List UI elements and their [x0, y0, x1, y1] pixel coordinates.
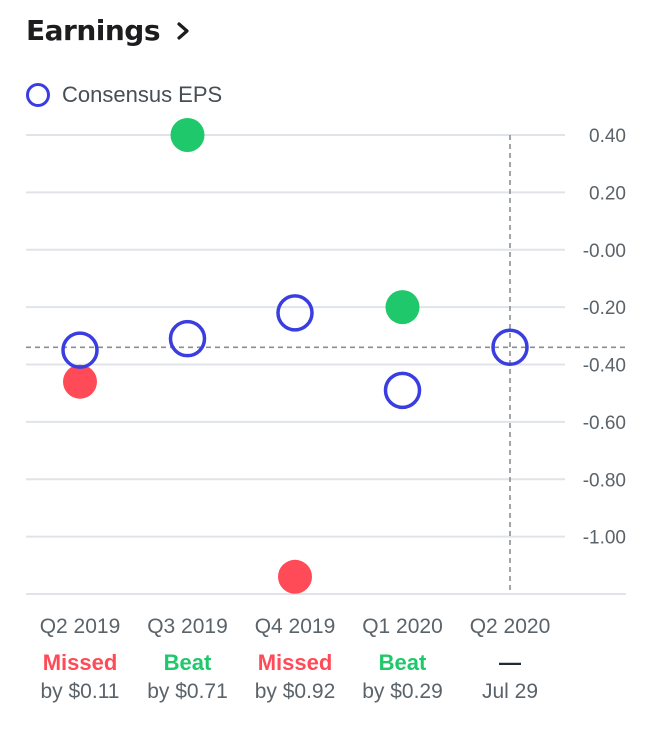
- x-category-label: Q2 2019: [40, 615, 121, 638]
- consensus-eps-point: [276, 294, 314, 332]
- result-detail: by $0.92: [255, 680, 336, 703]
- y-tick-label: -0.60: [583, 413, 626, 434]
- actual-eps-point: [170, 118, 205, 152]
- result-detail: Jul 29: [482, 680, 538, 703]
- legend-label-consensus: Consensus EPS: [62, 82, 223, 107]
- open-circle-icon: [26, 83, 50, 107]
- consensus-eps-point: [491, 328, 529, 367]
- y-tick-label: 0.20: [589, 183, 626, 204]
- consensus-eps-point: [61, 331, 99, 369]
- actual-eps-point: [63, 364, 97, 399]
- section-title: Earnings: [26, 14, 161, 47]
- y-tick-label: -0.00: [583, 241, 626, 262]
- x-category-label: Q2 2020: [470, 615, 551, 638]
- y-tick-label: -0.40: [583, 356, 626, 377]
- consensus-eps-point: [383, 371, 422, 410]
- consensus-eps-point: [168, 319, 207, 358]
- y-tick-label: -0.80: [583, 470, 626, 491]
- result-detail: by $0.71: [147, 680, 228, 703]
- x-category-label: Q1 2020: [362, 615, 443, 638]
- result-detail: by $0.29: [362, 680, 443, 703]
- y-tick-label: 0.40: [589, 126, 626, 147]
- actual-eps-point: [278, 559, 312, 594]
- result-label: Beat: [379, 650, 427, 675]
- result-detail: by $0.11: [40, 680, 119, 703]
- y-tick-label: -0.20: [583, 298, 626, 319]
- result-label: Beat: [164, 650, 212, 675]
- y-tick-label: -1.00: [583, 528, 626, 549]
- earnings-header[interactable]: Earnings: [26, 14, 194, 47]
- actual-eps-point: [385, 290, 420, 325]
- result-label: Missed: [258, 650, 333, 675]
- result-label: Missed: [43, 650, 118, 675]
- result-label: —: [499, 650, 521, 675]
- chevron-right-icon: [172, 20, 194, 42]
- chart-legend: Consensus EPS: [26, 82, 222, 108]
- x-category-label: Q4 2019: [255, 615, 336, 638]
- x-category-label: Q3 2019: [147, 615, 228, 638]
